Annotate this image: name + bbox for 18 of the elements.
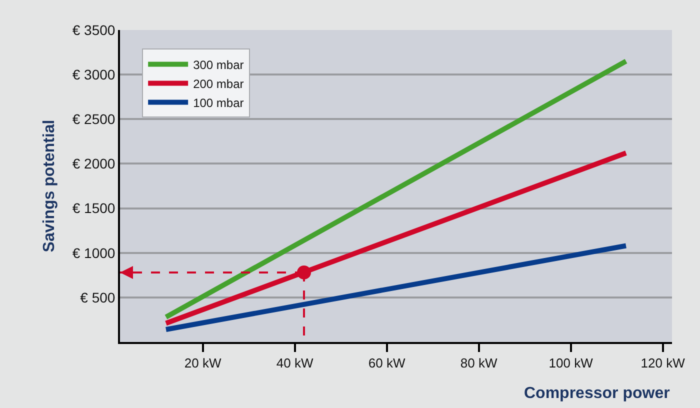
y-tick-label: € 3500	[72, 22, 116, 38]
legend-label: 100 mbar	[193, 96, 244, 110]
y-tick-label: € 2500	[72, 111, 116, 128]
y-tick-label: € 500	[80, 289, 116, 306]
x-tick-label: 120 kW	[640, 356, 686, 371]
y-tick-label: € 1000	[72, 244, 116, 261]
x-tick-label: 40 kW	[276, 356, 314, 371]
y-axis-title: Savings potential	[40, 120, 58, 252]
x-tick-label: 60 kW	[368, 356, 406, 371]
legend-label: 200 mbar	[193, 76, 244, 91]
y-tick-label: € 2000	[72, 156, 116, 172]
x-tick-label: 20 kW	[184, 356, 222, 371]
x-tick-label: 100 kW	[548, 356, 594, 371]
legend-label: 300 mbar	[193, 58, 244, 72]
x-axis-title: Compressor power	[524, 385, 670, 402]
y-tick-label: € 1500	[72, 200, 116, 216]
y-tick-label: € 3000	[72, 66, 116, 82]
x-tick-label: 80 kW	[460, 356, 498, 371]
